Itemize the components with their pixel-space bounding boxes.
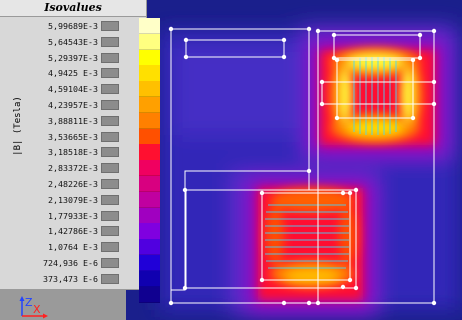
legend-value: 2,48226E-3: [48, 179, 98, 189]
legend-color-swatch: [139, 239, 160, 256]
legend-color-swatch: [139, 144, 160, 161]
isovalues-legend: Isovalues |B| (Tesla) 5,99689E-3 5,64543E…: [0, 0, 160, 303]
legend-color-swatch: [139, 33, 160, 50]
legend-value: 5,99689E-3: [48, 21, 98, 31]
legend-row: 4,59104E-3: [18, 81, 160, 98]
legend-value: 2,83372E-3: [48, 163, 98, 174]
legend-gray-swatch: [101, 84, 119, 95]
legend-value: 4,59104E-3: [48, 84, 98, 95]
legend-color-swatch: [139, 112, 160, 129]
legend-value: 4,9425 E-3: [48, 68, 98, 79]
legend-color-swatch: [139, 223, 160, 240]
legend-gray-swatch: [101, 131, 119, 142]
legend-gray-swatch: [101, 179, 119, 189]
legend-title: Isovalues: [0, 0, 146, 17]
legend-gray-swatch: [101, 273, 119, 284]
legend-value: 3,88811E-3: [48, 115, 98, 126]
legend-row: 3,88811E-3: [18, 112, 160, 129]
legend-row: 3,18518E-3: [18, 144, 160, 161]
legend-row: 2,83372E-3: [18, 160, 160, 177]
flux-lines: [265, 57, 397, 269]
legend-value: 1,42786E-3: [48, 226, 98, 237]
legend-gray-swatch: [101, 210, 119, 221]
legend-row: 2,13079E-3: [18, 191, 160, 208]
legend-gray-swatch: [101, 68, 119, 79]
legend-row: 1,77933E-3: [18, 207, 160, 224]
legend-gray-swatch: [101, 163, 119, 174]
legend-value: 373,473 E-6: [43, 273, 98, 284]
legend-row: 4,9425 E-3: [18, 65, 160, 82]
legend-value: 3,18518E-3: [48, 147, 98, 158]
axis-triad[interactable]: Z X: [0, 290, 126, 320]
legend-gray-swatch: [101, 115, 119, 126]
legend-row: 5,29397E-3: [18, 49, 160, 66]
legend-color-swatch: [139, 286, 160, 303]
legend-row: 3,53665E-3: [18, 128, 160, 145]
legend-gray-swatch: [101, 21, 119, 31]
legend-value: 724,936 E-6: [43, 258, 98, 268]
legend-row: 5,99689E-3: [18, 18, 160, 35]
legend-value: 5,29397E-3: [48, 52, 98, 63]
legend-row: 724,936 E-6: [18, 255, 160, 272]
legend-gray-swatch: [101, 52, 119, 63]
axis-triad-icon: Z X: [19, 296, 48, 319]
legend-color-swatch: [139, 97, 160, 114]
legend-row: 1,42786E-3: [18, 223, 160, 240]
legend-gray-swatch: [101, 194, 119, 205]
z-axis-label: Z: [25, 296, 33, 309]
legend-value: 5,64543E-3: [48, 36, 98, 47]
legend-value: 2,13079E-3: [48, 194, 98, 205]
legend-color-swatch: [139, 160, 160, 177]
legend-color-swatch: [139, 176, 160, 193]
geometry-nodes: [168, 26, 437, 306]
legend-row: 5,64543E-3: [18, 33, 160, 50]
legend-value: 3,53665E-3: [48, 131, 98, 142]
legend-color-swatch: [139, 128, 160, 145]
legend-row: 1,0764 E-3: [18, 239, 160, 256]
x-axis-label: X: [33, 303, 41, 316]
legend-gray-swatch: [101, 36, 119, 47]
legend-color-swatch: [139, 65, 160, 82]
legend-color-swatch: [139, 191, 160, 208]
legend-color-swatch: [139, 207, 160, 224]
legend-value: 1,77933E-3: [48, 210, 98, 221]
legend-value: 4,23957E-3: [48, 100, 98, 110]
legend-row: 373,473 E-6: [18, 270, 160, 287]
legend-gray-swatch: [101, 147, 119, 158]
legend-row: 2,48226E-3: [18, 176, 160, 193]
legend-color-swatch: [139, 270, 160, 287]
legend-value: 1,0764 E-3: [48, 242, 98, 253]
legend-gray-swatch: [101, 242, 119, 253]
legend-gray-swatch: [101, 100, 119, 110]
legend-color-swatch: [139, 18, 160, 35]
legend-gray-swatch: [101, 226, 119, 237]
legend-color-swatch: [139, 255, 160, 272]
legend-gray-swatch: [101, 258, 119, 268]
legend-color-swatch: [139, 49, 160, 66]
legend-color-swatch: [139, 81, 160, 98]
legend-row: 4,23957E-3: [18, 97, 160, 114]
